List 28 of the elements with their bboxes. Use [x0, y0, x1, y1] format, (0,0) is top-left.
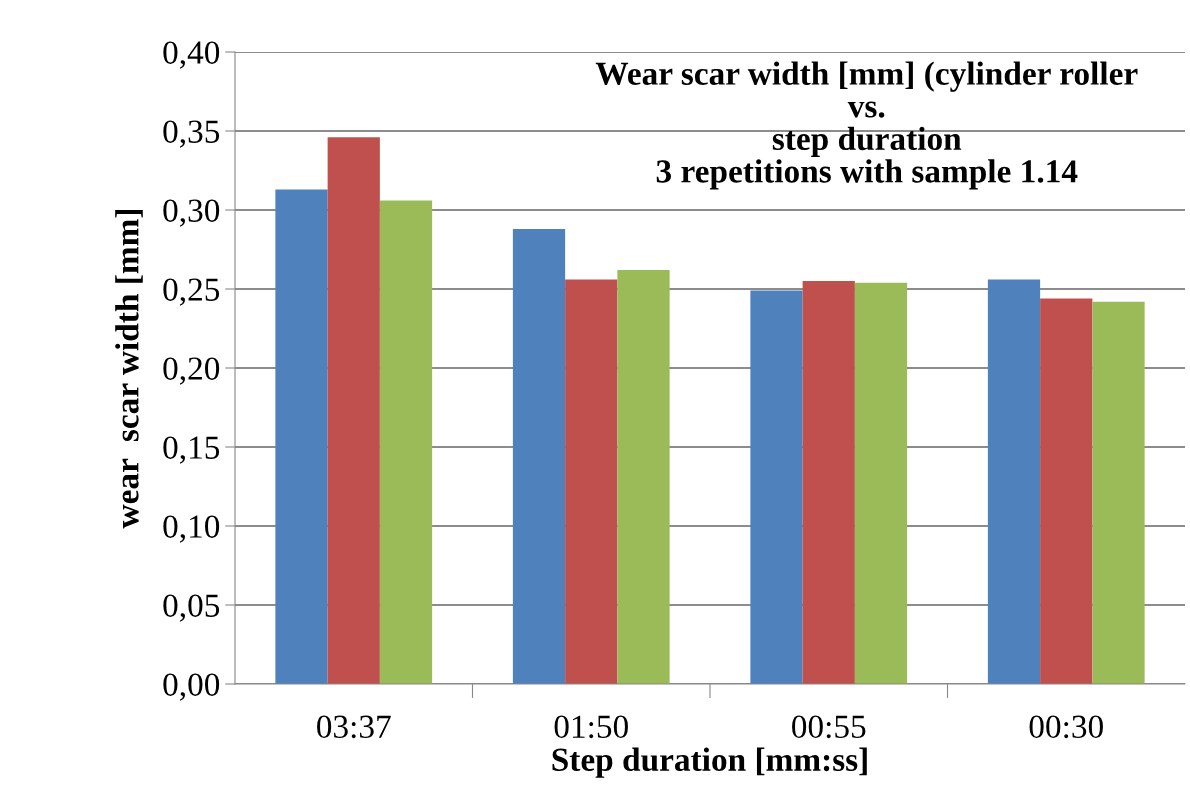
- y-tick-label: 0,40: [163, 41, 220, 69]
- y-tick-label: 0,10: [163, 515, 220, 543]
- bar: [987, 279, 1041, 684]
- x-tick-label: 01:50: [554, 715, 628, 739]
- bar: [512, 228, 566, 684]
- bar: [617, 270, 670, 684]
- text: Wear scar width [mm] (cylinder roller vs. step duration 3 repetitions with sample 1.14: [595, 61, 1138, 190]
- bar: [327, 137, 380, 684]
- bar: [275, 189, 328, 684]
- bar: [1040, 298, 1093, 684]
- bar: [854, 282, 908, 684]
- x-axis-title: Step duration [mm:ss]: [552, 747, 867, 778]
- x-tick-label: 03:37: [317, 715, 391, 739]
- bar: [802, 281, 855, 684]
- x-tick-label: 00:55: [792, 715, 866, 739]
- y-tick-label: 0,30: [163, 199, 220, 227]
- x-tick-label: 00:30: [1029, 715, 1103, 739]
- y-tick-label: 0,35: [163, 120, 220, 148]
- y-tick-label: 0,25: [163, 278, 220, 306]
- bar: [750, 290, 803, 684]
- bar: [565, 279, 618, 684]
- y-tick-label: 0,00: [163, 673, 220, 701]
- bar: [379, 200, 433, 684]
- y-tick-label: 0,05: [163, 594, 220, 622]
- y-tick-label: 0,15: [163, 436, 220, 464]
- bar: [1092, 301, 1145, 684]
- y-tick-label: 0,20: [163, 357, 220, 385]
- y-axis-title: wear scar width [mm]: [115, 209, 143, 529]
